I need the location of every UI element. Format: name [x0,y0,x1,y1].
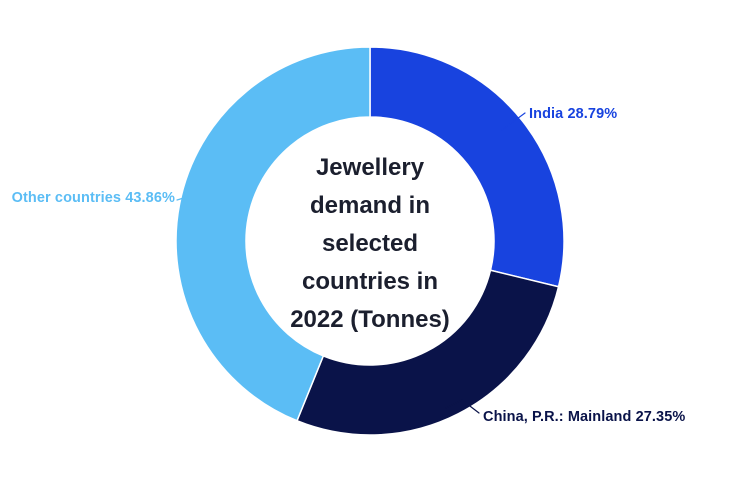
slice-label-other-countries: Other countries 43.86% [12,190,175,206]
donut-slice-other-countries[interactable] [175,46,371,422]
slice-label-india: India 28.79% [529,106,617,122]
connector-india [501,112,526,131]
donut-slices [175,46,565,436]
connector-china [445,399,480,414]
donut-slice-india[interactable] [369,46,565,288]
connector-other-countries [176,196,188,201]
slice-label-china: China, P.R.: Mainland 27.35% [483,409,685,425]
donut-slice-china-p-r-mainland[interactable] [296,269,560,436]
